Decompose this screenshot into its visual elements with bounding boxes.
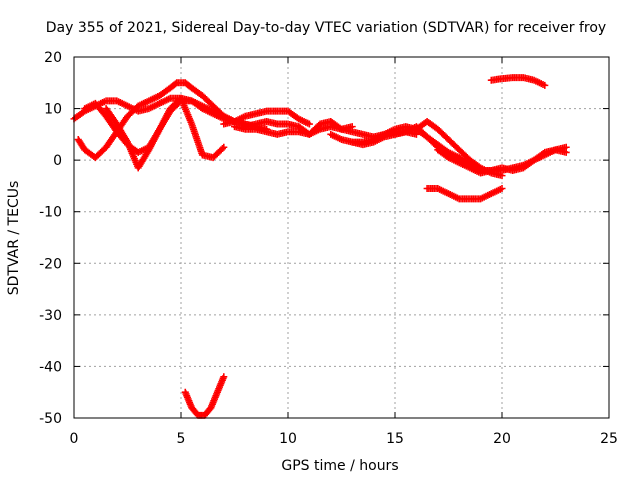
y-axis-label: SDTVAR / TECUs <box>6 181 22 296</box>
y-tick-label: -50 <box>39 411 62 427</box>
data-series <box>220 107 313 128</box>
plot-frame <box>73 56 610 419</box>
x-tick-label: 20 <box>493 431 511 447</box>
y-tick-label: -30 <box>39 308 62 324</box>
data-series <box>423 185 506 203</box>
y-tick-label: 10 <box>44 102 62 118</box>
data-points <box>70 74 570 419</box>
data-point-marker <box>220 373 228 381</box>
grid <box>74 57 609 418</box>
data-series <box>181 373 228 419</box>
x-tick-label: 0 <box>70 431 79 447</box>
data-series <box>434 143 570 177</box>
y-tick-label: -10 <box>39 205 62 221</box>
y-tick-label: 0 <box>53 153 62 169</box>
data-point-marker <box>541 81 549 89</box>
x-axis-label: GPS time / hours <box>281 458 398 474</box>
x-tick-label: 5 <box>177 431 186 447</box>
axis-ticks: 0 5 10 15 20 25 20 10 0 -10 -20 -30 -40 -50 <box>39 50 618 447</box>
data-series <box>487 74 549 89</box>
data-point-marker <box>305 120 313 128</box>
x-tick-label: 15 <box>386 431 404 447</box>
data-point-marker <box>498 185 506 193</box>
x-tick-label: 10 <box>279 431 297 447</box>
data-point-marker <box>562 143 570 151</box>
data-point-marker <box>220 143 228 151</box>
y-tick-label: -20 <box>39 256 62 272</box>
x-tick-label: 25 <box>600 431 618 447</box>
y-tick-label: 20 <box>44 50 62 66</box>
y-tick-label: -40 <box>39 359 62 375</box>
data-series <box>70 94 249 128</box>
data-point-marker <box>218 145 226 153</box>
chart-title: Day 355 of 2021, Sidereal Day-to-day VTE… <box>46 20 606 36</box>
